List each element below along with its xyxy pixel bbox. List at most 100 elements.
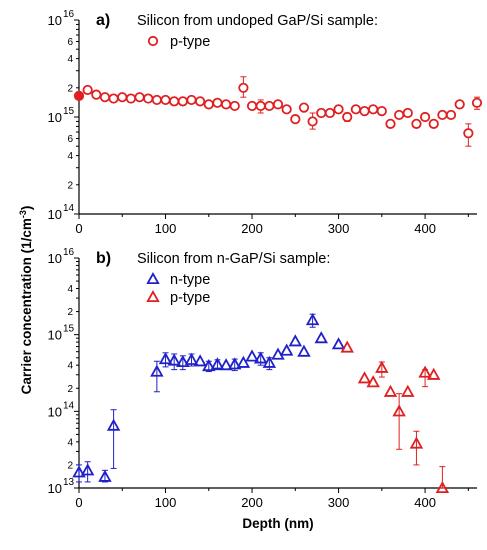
x-tick-label: 0 xyxy=(75,495,82,510)
y-minor-tick-label: 4 xyxy=(67,437,73,448)
y-tick-exponent: 14 xyxy=(63,400,75,411)
data-point xyxy=(411,118,422,129)
data-point xyxy=(357,371,372,384)
y-minor-tick-label: 4 xyxy=(67,54,73,65)
data-point xyxy=(160,94,171,106)
data-point xyxy=(210,357,225,370)
data-point xyxy=(255,100,266,112)
data-point xyxy=(73,90,85,102)
y-minor-tick-label: 2 xyxy=(67,307,73,318)
y-tick-exponent: 16 xyxy=(63,247,75,258)
legend-label: p-type xyxy=(170,290,210,306)
data-point xyxy=(219,358,233,371)
x-tick-label: 100 xyxy=(155,221,177,236)
y-minor-tick-label: 2 xyxy=(67,384,73,395)
data-point xyxy=(288,334,303,347)
legend-marker xyxy=(147,35,159,47)
data-point xyxy=(368,104,379,115)
data-point xyxy=(281,104,292,115)
data-point xyxy=(220,99,232,110)
data-point xyxy=(401,384,415,397)
y-minor-tick-label: 4 xyxy=(67,151,73,162)
data-point xyxy=(385,118,396,129)
data-point xyxy=(262,355,277,368)
data-point xyxy=(383,384,398,397)
x-tick-label: 0 xyxy=(75,221,82,236)
y-minor-tick-label: 4 xyxy=(67,361,73,372)
y-tick-label: 10 xyxy=(48,251,62,266)
y-minor-tick-label: 4 xyxy=(67,284,73,295)
data-point xyxy=(290,114,301,125)
y-tick-exponent: 14 xyxy=(63,203,75,214)
data-point xyxy=(271,347,285,360)
data-point xyxy=(316,107,327,119)
data-point xyxy=(463,128,474,139)
chart-title: Silicon from n-GaP/Si sample: xyxy=(137,251,330,267)
data-point xyxy=(471,97,483,108)
data-point xyxy=(418,365,432,378)
x-tick-label: 400 xyxy=(414,221,436,236)
legend-marker xyxy=(146,271,160,285)
data-point xyxy=(245,349,259,362)
data-series xyxy=(73,76,483,147)
data-point xyxy=(366,375,380,388)
data-point xyxy=(409,436,424,449)
y-minor-tick-label: 6 xyxy=(67,134,73,145)
legend-label: p-type xyxy=(170,34,210,50)
data-point xyxy=(307,116,318,127)
data-point xyxy=(125,93,137,104)
data-point xyxy=(228,357,242,370)
data-point xyxy=(176,354,190,368)
data-point xyxy=(186,94,197,106)
data-point xyxy=(106,418,121,431)
y-tick-exponent: 15 xyxy=(63,324,75,335)
x-tick-label: 400 xyxy=(414,495,436,510)
data-point xyxy=(333,104,344,115)
x-tick-label: 300 xyxy=(328,221,350,236)
data-point xyxy=(177,96,188,107)
y-tick-label: 10 xyxy=(48,207,62,222)
data-point xyxy=(167,353,181,366)
data-series xyxy=(340,340,450,494)
x-tick-label: 300 xyxy=(328,495,350,510)
chart-title: Silicon from undoped GaP/Si sample: xyxy=(137,13,378,29)
data-point xyxy=(445,109,457,121)
data-point xyxy=(98,469,112,482)
data-point xyxy=(331,337,346,350)
data-point xyxy=(375,360,389,373)
data-point xyxy=(238,82,249,93)
data-point xyxy=(350,104,361,115)
y-tick-label: 10 xyxy=(48,404,62,419)
data-point xyxy=(158,352,173,365)
legend-marker xyxy=(146,289,160,303)
data-point xyxy=(143,93,154,104)
y-tick-label: 10 xyxy=(48,13,62,28)
data-point xyxy=(184,352,199,365)
data-point xyxy=(324,107,336,119)
data-point xyxy=(392,404,406,417)
shared-y-axis-label: Carrier concentration (1/cm-3) xyxy=(18,206,34,395)
data-point xyxy=(359,106,370,117)
panel-label: b) xyxy=(96,250,111,267)
y-minor-tick-label: 6 xyxy=(67,37,73,48)
x-tick-label: 100 xyxy=(155,495,177,510)
data-point xyxy=(428,118,439,129)
data-point xyxy=(340,340,354,353)
y-tick-exponent: 13 xyxy=(63,477,75,488)
y-tick-label: 10 xyxy=(48,328,62,343)
data-point xyxy=(246,100,258,112)
data-point xyxy=(419,111,431,123)
data-point xyxy=(298,102,310,113)
y-tick-exponent: 16 xyxy=(63,9,75,20)
panel-label: a) xyxy=(96,12,110,29)
data-point xyxy=(253,351,268,364)
data-point xyxy=(72,465,86,478)
data-series xyxy=(72,313,346,483)
data-point xyxy=(435,480,450,494)
data-point xyxy=(151,94,162,106)
x-tick-label: 200 xyxy=(241,221,263,236)
data-point xyxy=(203,99,214,110)
y-tick-exponent: 15 xyxy=(63,106,75,117)
